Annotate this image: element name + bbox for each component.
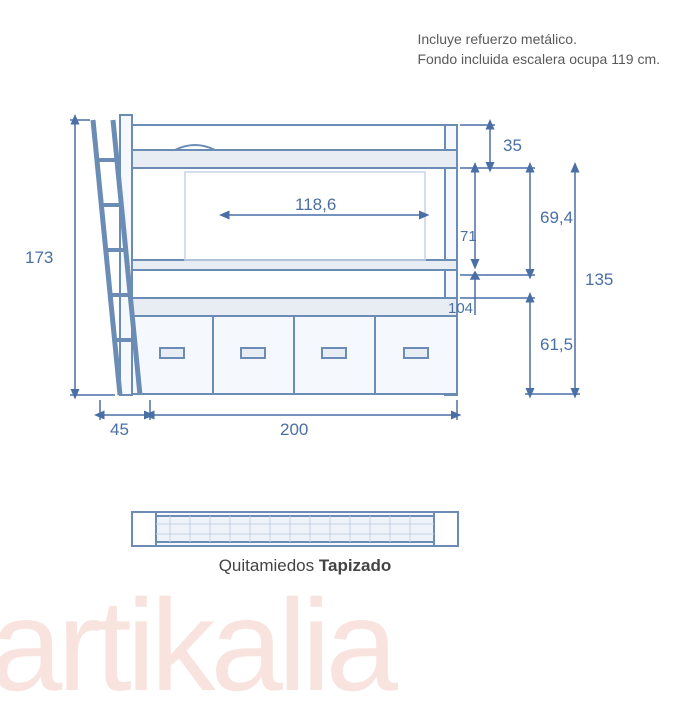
guardrail-label: Quitamiedos Tapizado: [130, 556, 480, 576]
dim-inner2: 104: [448, 300, 473, 317]
note-line1: Incluye refuerzo metálico.: [417, 30, 660, 50]
dim-depth: 45: [110, 420, 129, 440]
dim-mid: 69,4: [540, 208, 573, 228]
diagram-svg: [65, 100, 615, 440]
dim-inner-width: 118,6: [295, 195, 336, 215]
dim-right-total: 135: [585, 270, 613, 290]
guardrail-svg: [130, 510, 460, 548]
dim-height-total: 173: [25, 248, 53, 268]
guardrail-bold: Tapizado: [319, 556, 391, 575]
dim-bottom: 61,5: [540, 335, 573, 355]
bunk-bed-diagram: 173 45 200 118,6 35 69,4 135 71 104 61,5: [65, 100, 615, 440]
dim-top-rail: 35: [503, 136, 522, 156]
guardrail-section: Quitamiedos Tapizado: [130, 510, 480, 576]
dim-inner1: 71: [460, 228, 477, 245]
guardrail-plain: Quitamiedos: [219, 556, 319, 575]
watermark-text: artikalia: [0, 570, 393, 720]
info-note: Incluye refuerzo metálico. Fondo incluid…: [417, 30, 660, 69]
note-line2: Fondo incluida escalera ocupa 119 cm.: [417, 50, 660, 70]
dim-width: 200: [280, 420, 308, 440]
